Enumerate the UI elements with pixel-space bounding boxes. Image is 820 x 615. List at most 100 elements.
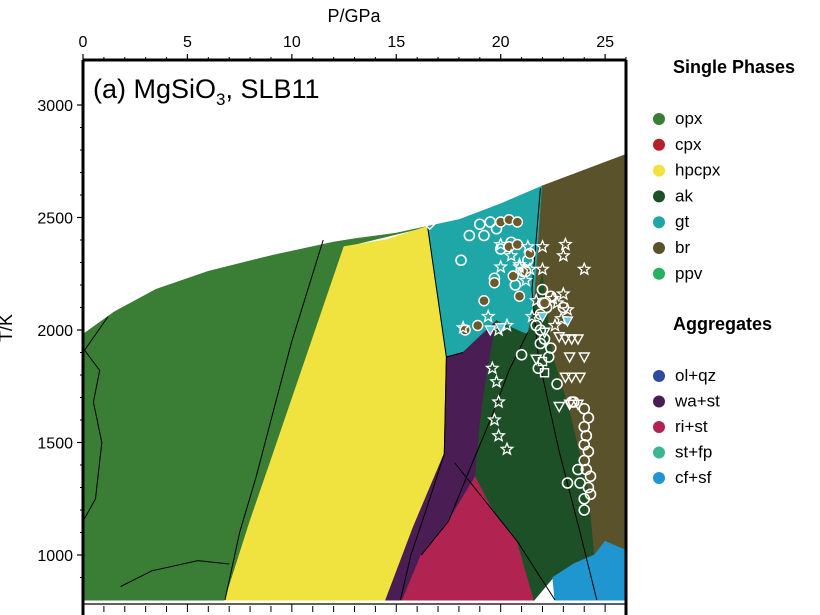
marker-open-circle xyxy=(515,348,528,361)
marker-open-circle xyxy=(572,463,584,476)
y-axis-label: T/K xyxy=(0,314,16,342)
marker-filled-circle xyxy=(511,216,524,228)
legend-label-cf-sf: cf+sf xyxy=(675,468,712,487)
legend-aggregates: ol+qz wa+st ri+st st+fp cf+sf xyxy=(653,366,720,487)
marker-star xyxy=(455,320,471,335)
plot-area xyxy=(83,60,626,615)
legend-swatch-gt xyxy=(653,216,665,229)
marker-filled-circle xyxy=(507,270,519,282)
marker-star xyxy=(520,239,536,254)
phase-boundary-line xyxy=(83,316,109,353)
marker-filled-circle xyxy=(478,295,490,307)
marker-square xyxy=(539,368,550,378)
marker-star xyxy=(545,290,561,305)
y-tick-label: 2000 xyxy=(37,323,73,340)
phase-regions xyxy=(83,153,626,602)
marker-filled-triangle xyxy=(536,311,549,323)
marker-star xyxy=(499,441,515,456)
marker-down-triangle xyxy=(578,352,591,364)
x-tick-label: 5 xyxy=(183,34,192,51)
legend-label-ak: ak xyxy=(675,186,693,205)
marker-star xyxy=(480,308,496,323)
marker-down-triangle xyxy=(559,372,572,384)
marker-star xyxy=(512,259,527,274)
marker-star xyxy=(535,239,550,254)
legend-label-ppv: ppv xyxy=(675,264,703,283)
legend-label-opx: opx xyxy=(675,109,703,128)
marker-star xyxy=(486,412,502,427)
legend-swatch-opx xyxy=(653,113,665,125)
marker-star xyxy=(484,360,500,375)
marker-open-circle xyxy=(536,283,549,296)
legend-label-gt: gt xyxy=(675,212,689,231)
marker-star xyxy=(524,308,540,323)
legend-title-aggregates: Aggregates xyxy=(673,314,772,334)
marker-filled-triangle xyxy=(484,325,497,337)
marker-square xyxy=(537,356,548,367)
marker-filled-triangle xyxy=(494,323,507,334)
marker-filled-circle xyxy=(472,319,484,332)
x-axis-label: P/GPa xyxy=(327,6,381,26)
legend-label-br: br xyxy=(675,238,690,257)
marker-star xyxy=(503,248,519,263)
marker-star xyxy=(547,317,563,332)
marker-open-circle xyxy=(578,504,591,516)
marker-open-circle xyxy=(534,337,547,350)
marker-star xyxy=(518,272,534,287)
phase-boundary-line xyxy=(224,239,324,601)
marker-star xyxy=(555,248,571,263)
marker-filled-triangle xyxy=(561,316,574,328)
legend-swatch-hpcpx xyxy=(653,164,665,177)
marker-down-triangle xyxy=(573,372,587,384)
y-tick-label: 1000 xyxy=(37,548,73,565)
marker-open-circle xyxy=(478,229,490,242)
marker-star xyxy=(491,394,506,409)
legend-swatch-cpx xyxy=(653,138,665,151)
y-tick-label: 3000 xyxy=(37,98,73,115)
experimental-markers xyxy=(423,214,597,516)
marker-star xyxy=(528,293,544,308)
legend-label-wa-st: wa+st xyxy=(674,392,720,411)
marker-down-triangle xyxy=(571,399,585,411)
marker-star xyxy=(493,259,509,274)
legend-title-single-phases: Single Phases xyxy=(673,57,795,77)
legend-label-ri-st: ri+st xyxy=(675,417,708,436)
marker-open-circle xyxy=(578,492,591,505)
legend-swatch-ri-st xyxy=(653,421,665,433)
phase-boundary-line xyxy=(446,352,464,358)
x-tick-label: 10 xyxy=(283,34,301,51)
marker-open-circle xyxy=(584,470,597,483)
marker-down-triangle xyxy=(559,334,572,346)
marker-star xyxy=(512,257,527,272)
legend-swatch-br xyxy=(653,242,665,254)
phase-boundary-line xyxy=(83,347,103,522)
marker-filled-circle xyxy=(513,290,526,302)
legend: Single Phases opx cpx hpcpx ak gt br ppv Aggre… xyxy=(653,57,795,487)
marker-down-triangle xyxy=(571,334,585,346)
y-tick-label: 1500 xyxy=(37,436,73,453)
marker-star xyxy=(576,261,592,276)
legend-label-st-fp: st+fp xyxy=(675,443,712,462)
marker-open-circle xyxy=(463,229,476,242)
legend-swatch-cf-sf xyxy=(653,472,665,484)
phase-boundary-line xyxy=(420,332,529,556)
marker-open-circle xyxy=(551,378,563,390)
legend-label-hpcpx: hpcpx xyxy=(675,161,721,180)
x-tick-label: 20 xyxy=(492,34,510,51)
x-tick-label: 25 xyxy=(596,34,614,51)
marker-star xyxy=(493,236,509,251)
marker-star xyxy=(535,261,550,276)
chart-title-subscript: 3 xyxy=(216,90,225,109)
legend-label-cpx: cpx xyxy=(675,135,702,154)
chart-title: (a) MgSiO3, SLB11 xyxy=(93,74,320,109)
legend-swatch-ak xyxy=(653,190,665,203)
marker-star xyxy=(560,302,575,317)
legend-label-ol-qz: ol+qz xyxy=(675,366,716,385)
phase-boundary-line xyxy=(454,462,556,601)
legend-swatch-ppv xyxy=(653,267,665,280)
marker-down-triangle xyxy=(563,352,576,364)
marker-down-triangle xyxy=(563,399,576,411)
y-tick-label: 2500 xyxy=(37,211,73,228)
marker-open-circle xyxy=(474,218,486,231)
